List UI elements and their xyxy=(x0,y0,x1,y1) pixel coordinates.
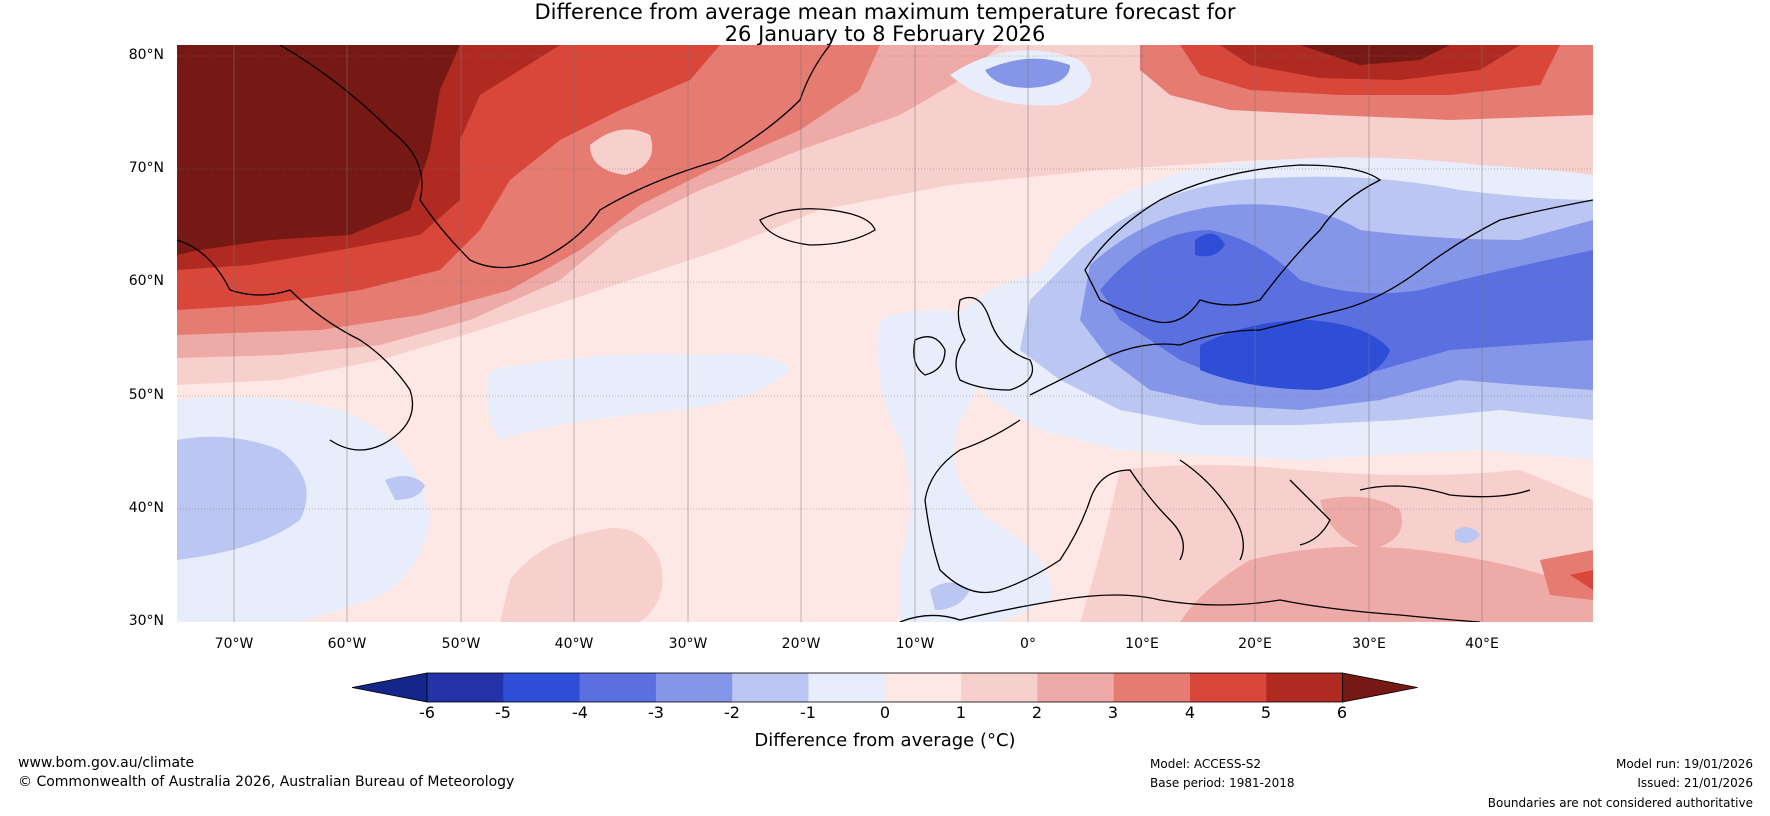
lon-label-20e: 20°E xyxy=(1238,636,1272,652)
map-title-line1: Difference from average mean maximum tem… xyxy=(534,0,1236,24)
colorbar xyxy=(351,672,1418,703)
lon-label-60w: 60°W xyxy=(327,636,367,652)
colorbar-segment xyxy=(1190,673,1267,702)
graticule xyxy=(177,55,1593,510)
anomaly-cold-blob-atl xyxy=(385,476,425,500)
coastline-iceland xyxy=(759,208,876,246)
anomaly-warm-atl-south xyxy=(500,528,663,622)
coastline-africa xyxy=(899,594,1481,622)
colorbar-segment xyxy=(655,673,733,702)
colorbar-tick: 3 xyxy=(1107,703,1119,722)
coastline-iberia xyxy=(924,419,1184,594)
coastline-greenland xyxy=(279,45,831,269)
lat-label-40n: 40°N xyxy=(128,500,164,516)
colorbar-tick: -3 xyxy=(648,703,664,722)
footer-base-period: Base period: 1981-2018 xyxy=(1150,776,1295,790)
anomaly-warm-med-3 xyxy=(1320,496,1402,550)
colorbar-segment xyxy=(961,673,1038,702)
lat-label-80n: 80°N xyxy=(128,47,164,63)
coastline-britain xyxy=(955,296,1034,391)
footer-model: Model: ACCESS-S2 xyxy=(1150,757,1262,771)
lat-label-70n: 70°N xyxy=(128,160,164,176)
colorbar-tick: -6 xyxy=(419,703,435,722)
lon-label-10e: 10°E xyxy=(1125,636,1159,652)
footer-copyright: © Commonwealth of Australia 2026, Austra… xyxy=(18,774,515,790)
coastlines xyxy=(177,45,1593,622)
anomaly-warm-greenland-sea xyxy=(590,129,653,175)
lon-label-40e: 40°E xyxy=(1465,636,1499,652)
colorbar-tick: 0 xyxy=(879,703,891,722)
colorbar-segment xyxy=(808,673,886,702)
colorbar-tick: 5 xyxy=(1260,703,1272,722)
lon-label-30e: 30°E xyxy=(1352,636,1386,652)
anomaly-warm-med-5 xyxy=(1570,570,1593,590)
colorbar-tick: -4 xyxy=(572,703,588,722)
colorbar-tick: 6 xyxy=(1336,703,1348,722)
colorbar-segment xyxy=(732,673,809,702)
colorbar-tick: 2 xyxy=(1031,703,1043,722)
colorbar-segment xyxy=(884,673,962,702)
graticule-lon xyxy=(233,45,1483,622)
colorbar-tick: -5 xyxy=(495,703,511,722)
anomaly-warm-barents-4 xyxy=(1300,45,1450,65)
colorbar-tick: 4 xyxy=(1184,703,1196,722)
footer-model-run: Model run: 19/01/2026 xyxy=(1615,757,1753,771)
anomaly-cold-svalbard-2 xyxy=(985,58,1070,88)
colorbar-segment xyxy=(503,673,581,702)
coastline-europe xyxy=(1029,199,1593,396)
coastline-italy-greece xyxy=(1179,459,1531,561)
footer-issued: Issued: 21/01/2026 xyxy=(1637,776,1753,790)
map-title-line2: 26 January to 8 February 2026 xyxy=(724,22,1046,46)
anomaly-field xyxy=(177,45,1593,622)
coastline-labrador xyxy=(177,239,414,451)
lat-label-50n: 50°N xyxy=(128,387,164,403)
anomaly-cold-scandinavia xyxy=(1195,233,1225,257)
footer-disclaimer: Boundaries are not considered authoritat… xyxy=(1487,796,1753,810)
lat-label-30n: 30°N xyxy=(128,613,164,629)
anomaly-cold-turkey xyxy=(1455,526,1480,544)
anomaly-cold-iberia xyxy=(877,310,1052,622)
colorbar-segment xyxy=(427,673,504,702)
lon-label-70w: 70°W xyxy=(214,636,254,652)
lat-label-60n: 60°N xyxy=(128,273,164,289)
lon-label-0: 0° xyxy=(1020,636,1036,652)
lon-label-50w: 50°W xyxy=(441,636,481,652)
anomaly-cold-europe-5 xyxy=(1200,320,1390,390)
colorbar-segment xyxy=(579,673,657,702)
lon-label-40w: 40°W xyxy=(554,636,594,652)
anomaly-cold-americas-2 xyxy=(177,436,307,560)
colorbar-tick: 1 xyxy=(955,703,967,722)
colorbar-tick: -1 xyxy=(800,703,816,722)
colorbar-tick: -2 xyxy=(724,703,740,722)
footer-website: www.bom.gov.au/climate xyxy=(18,755,195,771)
colorbar-outline xyxy=(426,672,1343,703)
anomaly-warm-6 xyxy=(177,45,460,255)
anomaly-warm-med-2 xyxy=(1180,546,1593,622)
coastline-scandinavia xyxy=(1084,164,1382,324)
colorbar-extend-low xyxy=(351,672,428,703)
colorbar-segment xyxy=(1037,673,1115,702)
colorbar-segment xyxy=(1266,673,1344,702)
lon-label-10w: 10°W xyxy=(895,636,935,652)
anomaly-cold-iberia-2 xyxy=(930,582,970,610)
lon-label-30w: 30°W xyxy=(668,636,708,652)
colorbar-extend-high xyxy=(1342,672,1418,703)
anomaly-warm-med-4 xyxy=(1540,550,1593,600)
anomaly-cold-atlantic xyxy=(486,354,790,440)
lon-label-20w: 20°W xyxy=(781,636,821,652)
colorbar-label: Difference from average (°C) xyxy=(754,730,1016,751)
colorbar-segment xyxy=(1113,673,1191,702)
